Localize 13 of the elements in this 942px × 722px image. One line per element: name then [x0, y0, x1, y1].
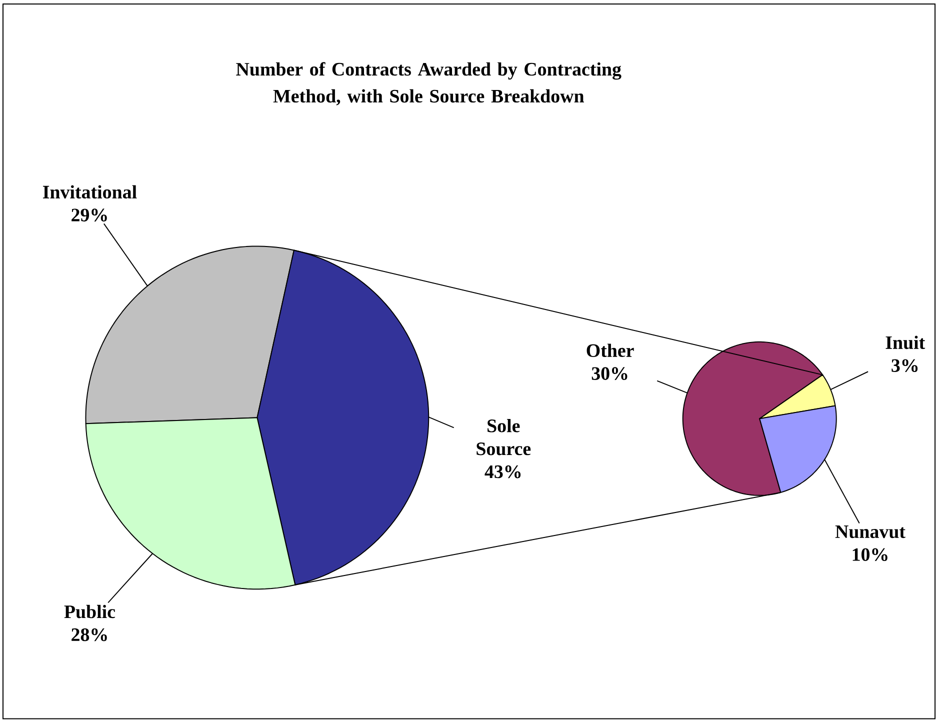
slice-label: Inuit	[886, 336, 926, 350]
chart-title: Number of Contracts Awarded by Contracting Method, with Sole Source Breakdown	[236, 62, 622, 106]
data-label: 3%	[892, 359, 918, 372]
data-label: 28%	[72, 628, 107, 642]
slice-label: Invitational	[43, 185, 137, 199]
legend-label: Sole Source	[476, 419, 531, 456]
data-label: 10%	[852, 548, 888, 562]
data-label: 43%	[484, 465, 521, 478]
data-label: 30%	[592, 367, 628, 380]
slice-label: Nunavut	[835, 526, 906, 538]
data-label: 29%	[72, 208, 107, 222]
slice-label: Public	[64, 605, 116, 618]
slice-label: Other	[586, 344, 634, 358]
